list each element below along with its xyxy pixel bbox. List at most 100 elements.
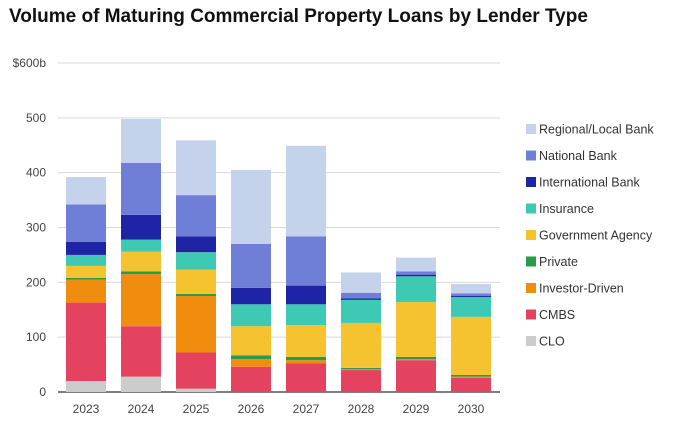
bar-segment [231, 287, 271, 305]
legend-label: Government Agency [539, 229, 653, 243]
y-tick-label: 200 [26, 275, 46, 289]
bar-segment [176, 236, 216, 253]
y-tick-label: 400 [26, 166, 46, 180]
y-tick-label: 500 [26, 111, 46, 125]
bar-segment [286, 363, 326, 392]
x-tick-label: 2030 [458, 402, 485, 416]
bar-segment [341, 272, 381, 293]
legend-label: CLO [539, 335, 565, 349]
bar-segment [231, 304, 271, 327]
bar-segment [231, 359, 271, 367]
bar-segment [341, 292, 381, 299]
legend-swatch [526, 124, 536, 134]
legend-label: Regional/Local Bank [539, 123, 654, 137]
legend-swatch [526, 203, 536, 214]
bar-segment [451, 376, 491, 378]
bar-segment [231, 326, 271, 356]
bar-segment [451, 297, 491, 317]
bar-segment [231, 243, 271, 288]
bars-layer [66, 118, 491, 392]
legend-label: Insurance [539, 202, 594, 216]
bar-segment [66, 277, 106, 280]
bar-segment [286, 325, 326, 357]
bar-segment [121, 326, 161, 377]
bar-segment [176, 269, 216, 294]
bar-segment [451, 293, 491, 297]
bar-segment [176, 296, 216, 353]
bar-segment [341, 367, 381, 369]
bar-segment [341, 368, 381, 371]
bar-segment [121, 162, 161, 215]
bar-segment [396, 274, 436, 277]
bar-segment [66, 302, 106, 382]
legend-swatch [526, 283, 536, 293]
bar-segment [176, 352, 216, 389]
bar-segment [286, 360, 326, 364]
bar-segment [396, 271, 436, 275]
bar-segment [231, 355, 271, 360]
bar-segment [451, 296, 491, 298]
bar-segment [286, 285, 326, 305]
x-tick-label: 2029 [403, 402, 430, 416]
bar-segment [341, 298, 381, 300]
bar-segment [231, 169, 271, 244]
legend-swatch [526, 230, 536, 240]
bar-segment [396, 302, 436, 357]
legend-swatch [526, 177, 536, 187]
x-tick-label: 2025 [183, 402, 210, 416]
bar-segment [396, 257, 436, 272]
legend-label: International Bank [539, 176, 641, 190]
legend-label: CMBS [539, 308, 575, 322]
bar-segment [396, 356, 436, 360]
y-tick-label: 0 [39, 385, 46, 399]
bar-segment [176, 252, 216, 270]
bar-segment [121, 271, 161, 275]
bar-segment [451, 316, 491, 376]
bar-segment [451, 375, 491, 377]
bar-segment [66, 254, 106, 266]
bar-segment [286, 304, 326, 326]
bar-segment [396, 359, 436, 361]
legend-label: National Bank [539, 149, 618, 163]
bar-segment [121, 118, 161, 163]
bar-segment [121, 251, 161, 272]
x-tick-label: 2024 [128, 402, 155, 416]
legend-swatch [526, 336, 536, 346]
legend-label: Private [539, 255, 578, 269]
x-tick-label: 2026 [238, 402, 265, 416]
bar-segment [66, 241, 106, 255]
bar-segment [286, 356, 326, 361]
bar-segment [451, 283, 491, 294]
bar-segment [66, 381, 106, 392]
bar-segment [176, 388, 216, 392]
bar-segment [451, 377, 491, 392]
chart-title: Volume of Maturing Commercial Property L… [9, 6, 588, 27]
bar-segment [341, 370, 381, 392]
bar-segment [176, 195, 216, 237]
x-tick-label: 2028 [348, 402, 375, 416]
x-tick-label: 2027 [293, 402, 320, 416]
legend-swatch [526, 256, 536, 267]
legend-swatch [526, 309, 536, 320]
bar-segment [66, 204, 106, 242]
bar-segment [176, 140, 216, 196]
bar-segment [66, 265, 106, 278]
bar-segment [121, 274, 161, 327]
legend-swatch [526, 150, 536, 161]
legend-label: Investor-Driven [539, 282, 624, 296]
bar-segment [121, 239, 161, 252]
bar-segment [396, 276, 436, 303]
bar-segment [176, 293, 216, 297]
y-tick-label: 300 [26, 221, 46, 235]
y-tick-label: 100 [26, 330, 46, 344]
bar-segment [341, 299, 381, 323]
bar-segment [341, 322, 381, 368]
axis-layer: 0 100 200 300 400 500 $600b 2023 2024 2025 2026 202… [13, 56, 485, 416]
bar-segment [286, 145, 326, 237]
bar-segment [396, 360, 436, 392]
bar-segment [121, 376, 161, 392]
legend-layer: Regional/Local Bank National Bank Internat… [526, 123, 654, 349]
y-tick-label: $600b [13, 56, 47, 70]
